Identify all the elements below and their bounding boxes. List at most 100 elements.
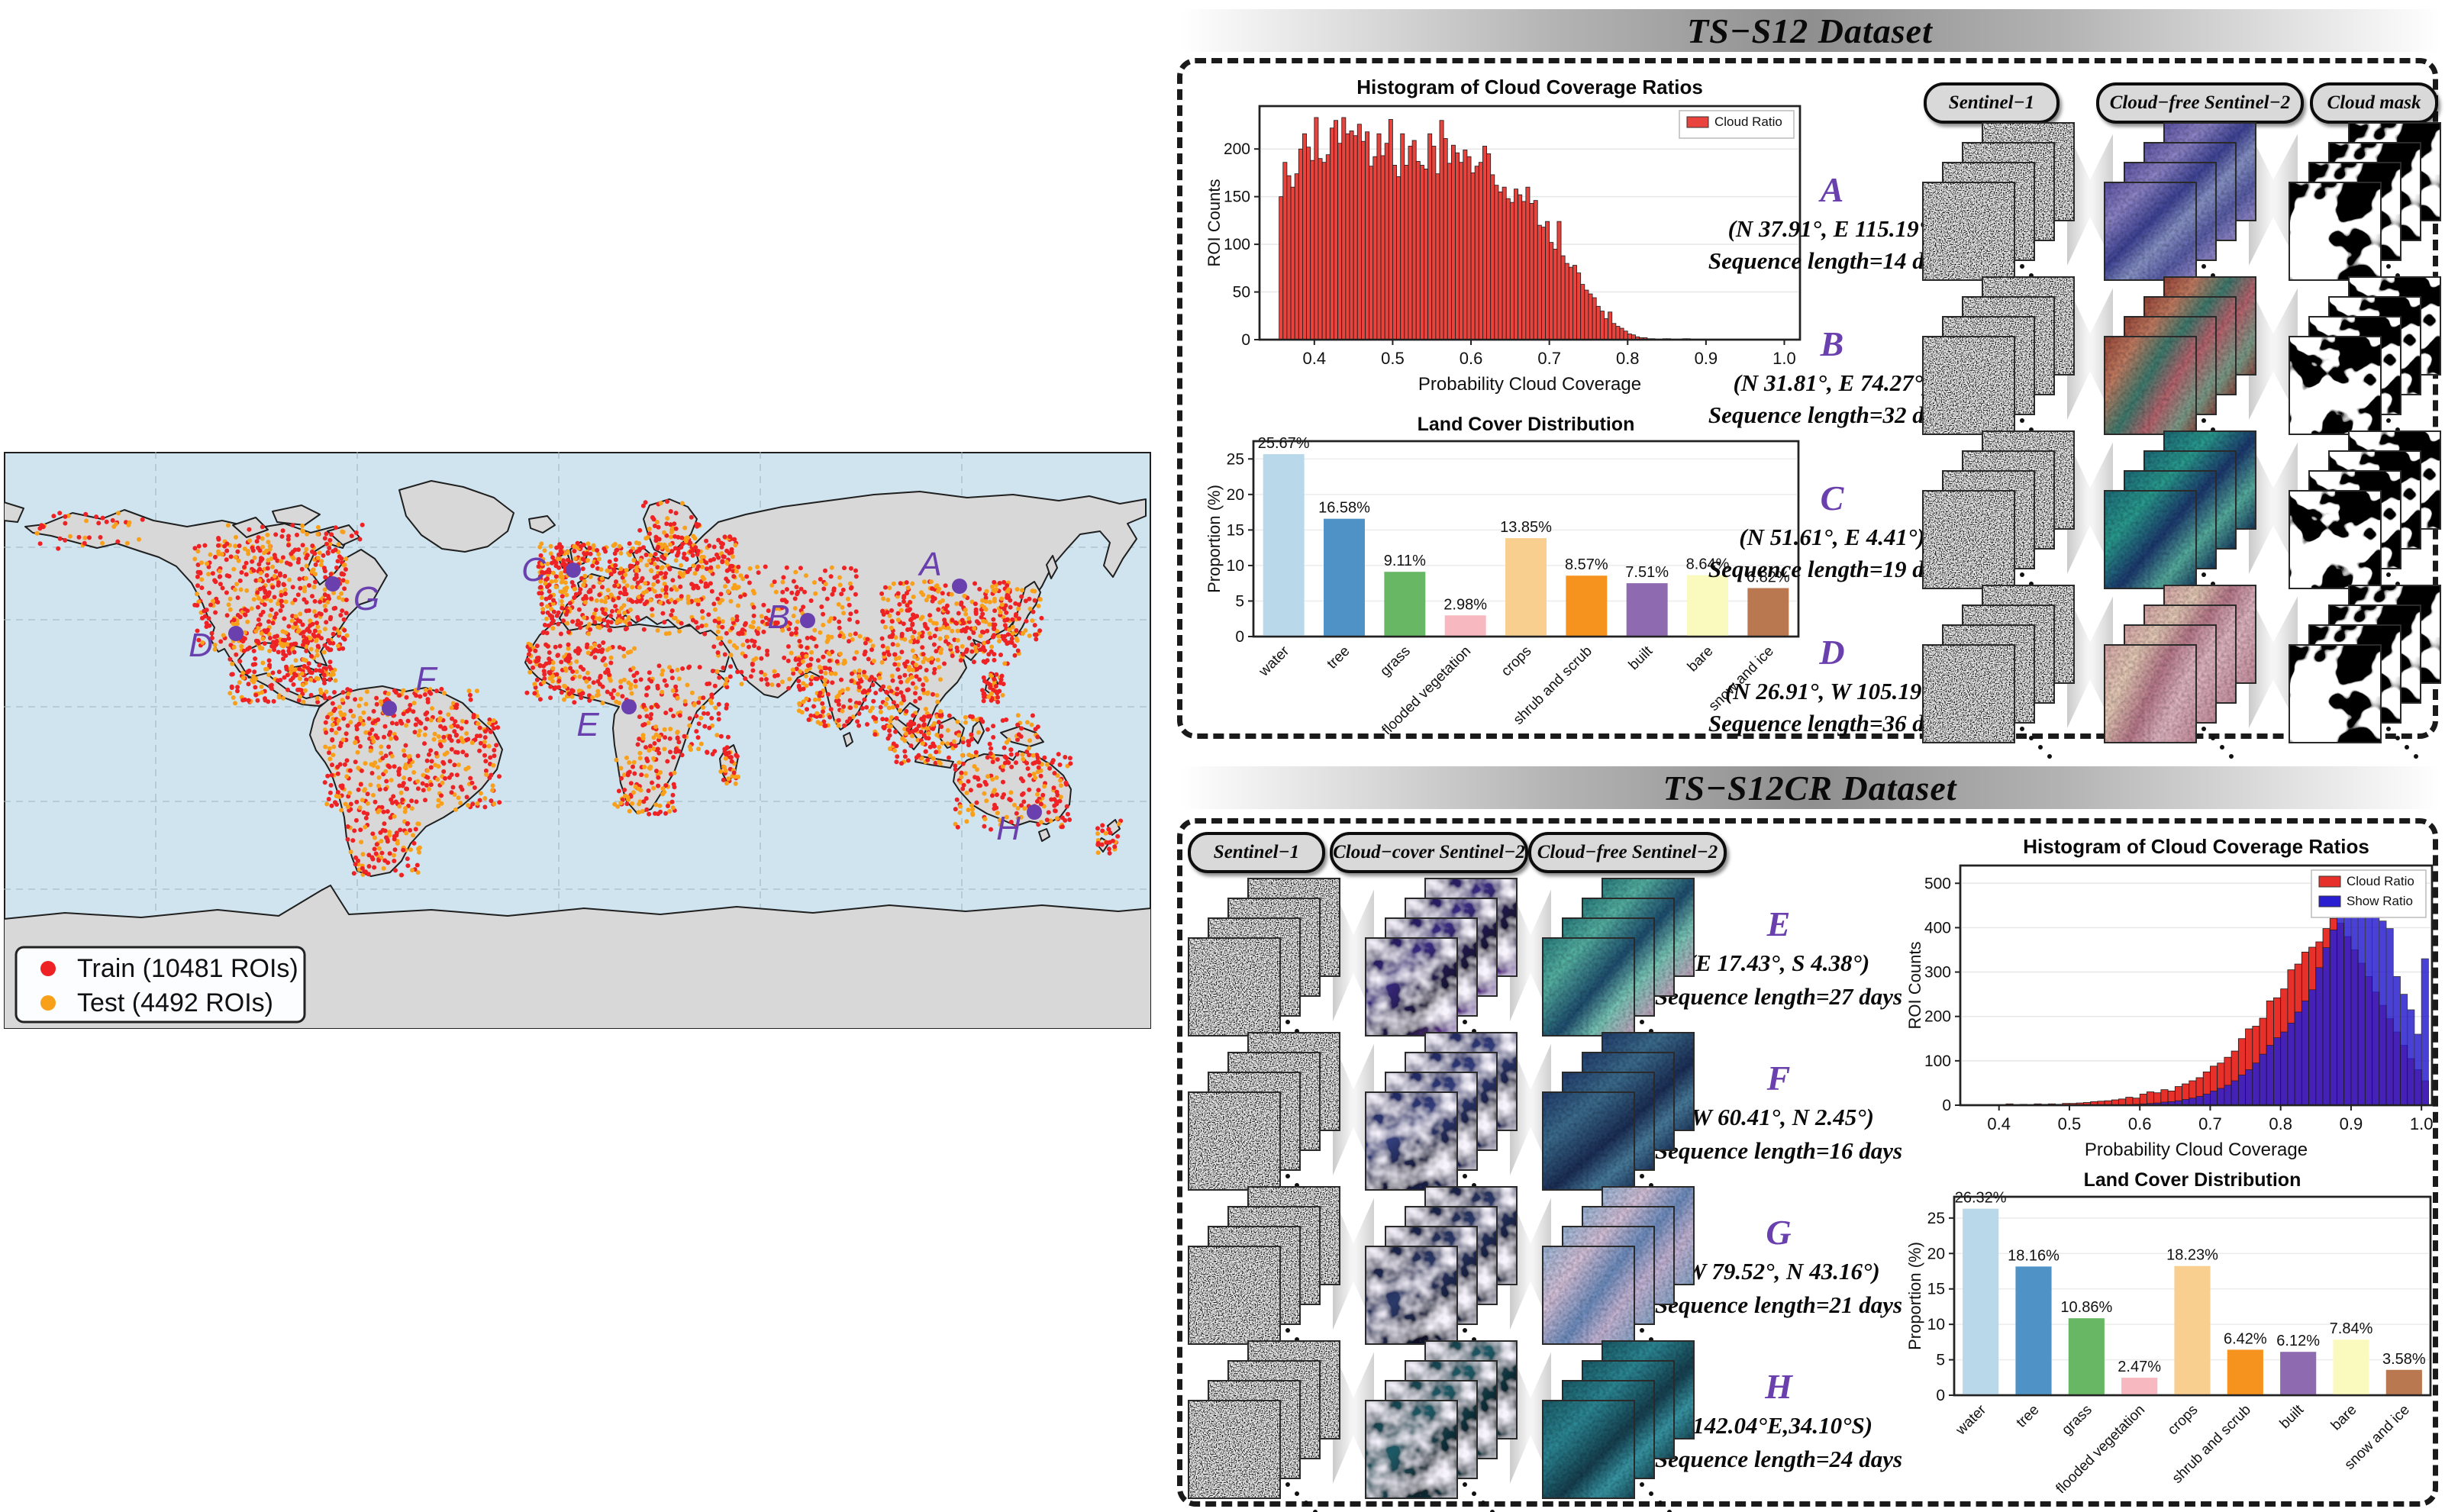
ts-s12cr-panel-border bbox=[1177, 818, 2438, 1507]
row-letter-G: G bbox=[1766, 1213, 1792, 1252]
stack-sheet bbox=[1922, 336, 2015, 435]
s12cr-landcover-chart: 26.32% water 18.16% tree 10.86% grass 2.47% flo… bbox=[1907, 1169, 2432, 1493]
svg-text:0.7: 0.7 bbox=[1537, 349, 1561, 368]
svg-text:500: 500 bbox=[1924, 875, 1951, 892]
ellipsis-dot bbox=[1649, 1491, 1653, 1496]
svg-text:400: 400 bbox=[1924, 919, 1951, 937]
svg-text:200: 200 bbox=[1924, 1008, 1951, 1026]
stack-sheet bbox=[1542, 937, 1635, 1036]
ellipsis-dot bbox=[1285, 1328, 1290, 1333]
stack-B-mask bbox=[2289, 276, 2441, 450]
svg-text:0.6: 0.6 bbox=[2128, 1114, 2152, 1133]
svg-text:100: 100 bbox=[1924, 1053, 1951, 1070]
svg-text:3.58%: 3.58% bbox=[2382, 1351, 2426, 1368]
svg-text:0.4: 0.4 bbox=[1303, 349, 1327, 368]
svg-text:Proportion (%): Proportion (%) bbox=[1206, 485, 1224, 593]
svg-text:D: D bbox=[189, 627, 213, 664]
ellipsis-dot bbox=[2395, 736, 2400, 740]
ellipsis-dot bbox=[1649, 1029, 1653, 1033]
ellipsis-dot bbox=[1285, 1020, 1290, 1024]
svg-text:10: 10 bbox=[1227, 557, 1244, 575]
s12cr-col-sentinel1: Sentinel−1 bbox=[1188, 832, 1325, 873]
stack-sheet bbox=[2104, 644, 2197, 743]
stack-E-sar bbox=[1188, 878, 1340, 1052]
world-map: A B C D E F G H Train (10481 ROIs) Test (4492 R… bbox=[4, 452, 1151, 1029]
stack-sheet bbox=[1365, 1400, 1458, 1499]
svg-text:20: 20 bbox=[1927, 1245, 1945, 1262]
svg-text:Proportion (%): Proportion (%) bbox=[1907, 1242, 1924, 1350]
ellipsis-dot bbox=[1640, 1020, 1644, 1024]
svg-text:5: 5 bbox=[1235, 592, 1244, 610]
ellipsis-dot bbox=[1313, 1510, 1318, 1512]
row-coords-D: (N 26.91°, W 105.19°) bbox=[1724, 678, 1940, 704]
s12cr-cloud-histogram: 0 100 200 300 400 500 0.4 0.5 0.6 0.7 0.8 0.9 1.0 His… bbox=[1907, 835, 2433, 1160]
stack-E-cc bbox=[1365, 878, 1518, 1052]
stack-H-cf bbox=[1542, 1340, 1695, 1512]
svg-text:Histogram of Cloud Coverage Ra: Histogram of Cloud Coverage Ratios bbox=[1356, 76, 1703, 98]
svg-text:0.7: 0.7 bbox=[2198, 1114, 2222, 1133]
svg-text:0.8: 0.8 bbox=[1616, 349, 1640, 368]
stack-C-mask bbox=[2289, 430, 2441, 604]
row-seq-B: Sequence length=32 days bbox=[1708, 401, 1956, 428]
svg-text:Cloud Ratio: Cloud Ratio bbox=[1714, 114, 1782, 129]
svg-text:tree: tree bbox=[2014, 1402, 2043, 1431]
svg-text:0: 0 bbox=[1936, 1387, 1945, 1404]
svg-text:15: 15 bbox=[1927, 1281, 1945, 1298]
stack-sheet bbox=[1922, 182, 2015, 281]
ellipsis-dot bbox=[2020, 727, 2024, 731]
row-letter-H: H bbox=[1765, 1367, 1792, 1406]
ellipsis-dot bbox=[2201, 572, 2206, 577]
ts-s12-title: TS−S12 Dataset bbox=[1687, 11, 1933, 50]
stack-sheet bbox=[2104, 182, 2197, 281]
ellipsis-dot bbox=[1649, 1337, 1653, 1342]
ellipsis-dot bbox=[2405, 745, 2409, 750]
row-seq-G: Sequence length=21 days bbox=[1654, 1291, 1903, 1318]
svg-text:C: C bbox=[521, 551, 547, 588]
row-letter-D: D bbox=[1819, 633, 1845, 672]
ellipsis-dot bbox=[1640, 1328, 1644, 1333]
stack-sheet bbox=[1542, 1091, 1635, 1191]
legend-test-label: Test (4492 ROIs) bbox=[77, 988, 273, 1017]
stack-sheet bbox=[1188, 937, 1281, 1036]
ellipsis-dot bbox=[2386, 727, 2391, 731]
svg-text:6.12%: 6.12% bbox=[2276, 1333, 2320, 1349]
stack-G-sar bbox=[1188, 1186, 1340, 1360]
svg-text:300: 300 bbox=[1924, 964, 1951, 982]
ellipsis-dot bbox=[2386, 264, 2391, 269]
svg-text:flooded vegetation: flooded vegetation bbox=[2053, 1402, 2149, 1493]
s12-cloud-histogram: 0 50 100 150 200 0.4 0.5 0.6 0.7 0.8 0.9 1.0 Histogr… bbox=[1206, 76, 1801, 395]
ellipsis-dot bbox=[2201, 418, 2206, 423]
svg-text:0.6: 0.6 bbox=[1460, 349, 1483, 368]
stack-sheet bbox=[1922, 490, 2015, 589]
svg-text:E: E bbox=[576, 706, 599, 743]
stack-B-s2 bbox=[2104, 276, 2256, 450]
ellipsis-dot bbox=[2211, 427, 2215, 432]
stack-F-cc bbox=[1365, 1032, 1518, 1206]
ellipsis-dot bbox=[1295, 1183, 1299, 1188]
svg-text:Probability Cloud Coverage: Probability Cloud Coverage bbox=[1418, 374, 1641, 395]
row-coords-G: (W 79.52°, N 43.16°) bbox=[1677, 1258, 1880, 1285]
stack-sheet bbox=[2289, 644, 2382, 743]
stack-sheet bbox=[1365, 1091, 1458, 1191]
stack-sheet bbox=[2289, 182, 2382, 281]
row-coords-A: (N 37.91°, E 115.19°) bbox=[1727, 215, 1937, 242]
stack-sheet bbox=[2289, 336, 2382, 435]
ellipsis-dot bbox=[2395, 273, 2400, 278]
svg-text:8.57%: 8.57% bbox=[1565, 556, 1608, 573]
svg-text:6.82%: 6.82% bbox=[1747, 569, 1790, 586]
ellipsis-dot bbox=[1463, 1020, 1467, 1024]
row-letter-A: A bbox=[1820, 170, 1844, 209]
svg-text:0.9: 0.9 bbox=[2340, 1114, 2363, 1133]
row-letter-B: B bbox=[1820, 324, 1844, 363]
legend-test-dot bbox=[40, 995, 56, 1011]
svg-text:0.8: 0.8 bbox=[2269, 1114, 2292, 1133]
ellipsis-dot bbox=[1304, 1501, 1308, 1505]
svg-text:G: G bbox=[353, 580, 379, 617]
svg-text:crops: crops bbox=[1498, 643, 1535, 680]
svg-text:F: F bbox=[416, 660, 438, 698]
ellipsis-dot bbox=[1285, 1482, 1290, 1487]
svg-text:water: water bbox=[1256, 643, 1293, 680]
ellipsis-dot bbox=[2029, 582, 2034, 586]
ellipsis-dot bbox=[1658, 1501, 1663, 1505]
svg-text:25: 25 bbox=[1227, 450, 1244, 468]
